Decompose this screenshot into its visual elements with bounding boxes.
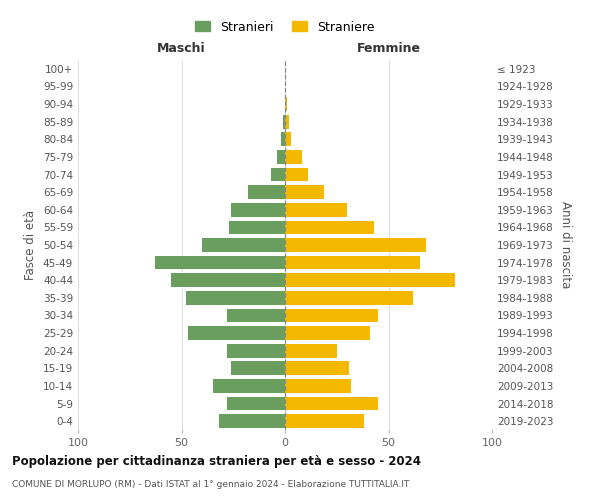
Legend: Stranieri, Straniere: Stranieri, Straniere: [190, 16, 380, 38]
Text: Femmine: Femmine: [356, 42, 421, 54]
Bar: [285, 256, 419, 270]
Bar: [277, 150, 285, 164]
Bar: [227, 396, 285, 410]
Bar: [285, 220, 374, 234]
Bar: [285, 132, 291, 146]
Bar: [231, 362, 285, 375]
Bar: [285, 186, 325, 199]
Bar: [285, 203, 347, 216]
Bar: [188, 326, 285, 340]
Bar: [285, 115, 289, 128]
Bar: [202, 238, 285, 252]
Text: Popolazione per cittadinanza straniera per età e sesso - 2024: Popolazione per cittadinanza straniera p…: [12, 455, 421, 468]
Y-axis label: Fasce di età: Fasce di età: [25, 210, 37, 280]
Bar: [285, 344, 337, 358]
Bar: [248, 186, 285, 199]
Bar: [227, 344, 285, 358]
Bar: [271, 168, 285, 181]
Bar: [285, 150, 302, 164]
Bar: [285, 168, 308, 181]
Bar: [185, 291, 285, 304]
Bar: [171, 274, 285, 287]
Bar: [285, 291, 413, 304]
Bar: [285, 326, 370, 340]
Text: Maschi: Maschi: [157, 42, 206, 54]
Bar: [212, 379, 285, 393]
Bar: [229, 220, 285, 234]
Bar: [285, 362, 349, 375]
Bar: [155, 256, 285, 270]
Bar: [285, 308, 378, 322]
Bar: [285, 274, 455, 287]
Bar: [281, 132, 285, 146]
Bar: [231, 203, 285, 216]
Bar: [285, 97, 287, 111]
Bar: [285, 396, 378, 410]
Bar: [227, 308, 285, 322]
Y-axis label: Anni di nascita: Anni di nascita: [559, 202, 572, 288]
Bar: [219, 414, 285, 428]
Bar: [285, 238, 426, 252]
Bar: [285, 379, 351, 393]
Text: COMUNE DI MORLUPO (RM) - Dati ISTAT al 1° gennaio 2024 - Elaborazione TUTTITALIA: COMUNE DI MORLUPO (RM) - Dati ISTAT al 1…: [12, 480, 409, 489]
Bar: [285, 414, 364, 428]
Bar: [283, 115, 285, 128]
